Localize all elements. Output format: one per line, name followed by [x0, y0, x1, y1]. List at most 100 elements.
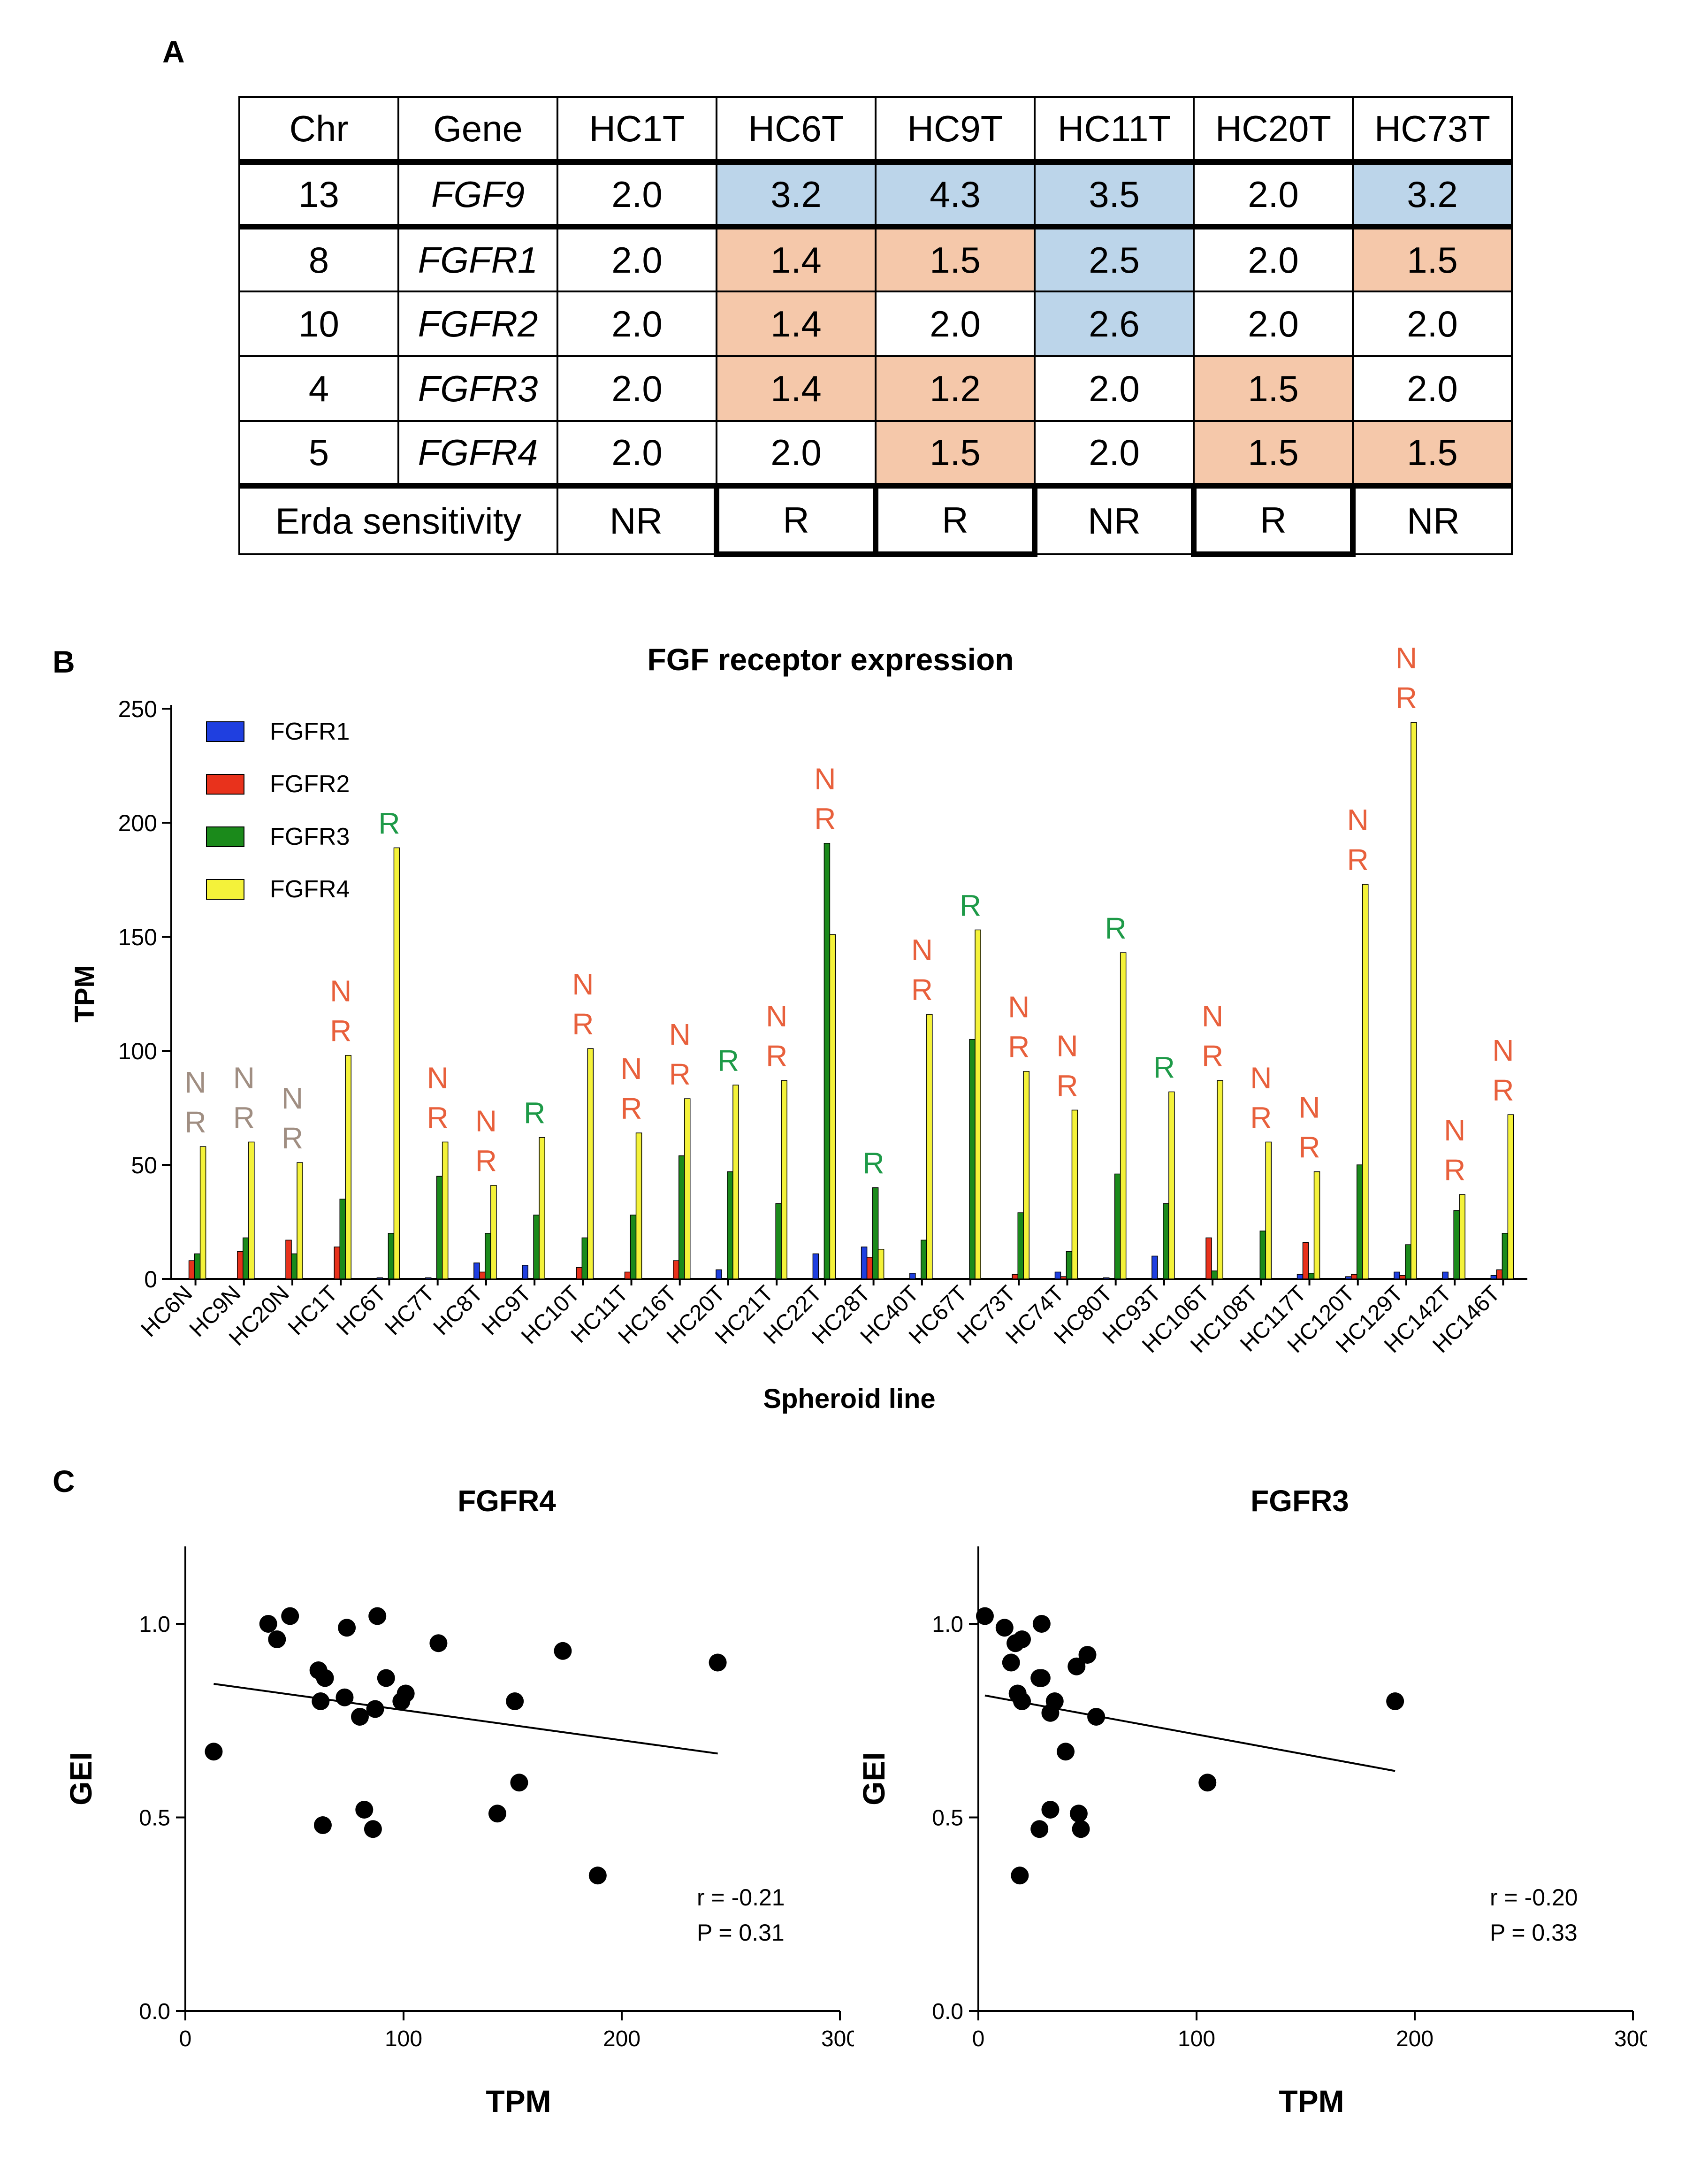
bar-fgfr2	[479, 1271, 486, 1279]
bar-fgfr1	[1054, 1271, 1061, 1279]
panel-label-b: B	[53, 644, 75, 679]
bar-fgfr3	[1066, 1251, 1073, 1279]
value-cell: 2.0	[716, 420, 877, 489]
bar-fgfr4	[829, 934, 836, 1279]
bar-fgfr3	[824, 842, 831, 1279]
y-tick-label: 0.0	[932, 1999, 963, 2024]
chr-cell: 10	[238, 291, 399, 357]
response-label-n: N	[766, 999, 787, 1033]
erda-cell: NR	[557, 485, 717, 555]
data-point	[1069, 1805, 1088, 1823]
response-label-r: R	[1444, 1153, 1465, 1187]
bar-fgfr4	[684, 1098, 691, 1279]
data-point	[510, 1774, 528, 1792]
bar-fgfr4	[1362, 884, 1369, 1279]
y-tick-label: 0.5	[139, 1806, 170, 1831]
response-label-n: N	[184, 1065, 206, 1099]
data-point	[1041, 1801, 1060, 1819]
data-point	[1013, 1630, 1031, 1648]
bar-fgfr3	[194, 1253, 201, 1279]
value-cell: 2.5	[1034, 226, 1195, 292]
legend-swatch-fgfr3	[206, 826, 244, 847]
chr-cell: 8	[238, 226, 399, 292]
chr-cell: 13	[238, 161, 399, 229]
y-tick-label: 0	[144, 1266, 157, 1292]
bar-fgfr4	[1071, 1109, 1078, 1279]
correlation-r: r = -0.21	[697, 1884, 785, 1911]
erda-cell: R	[873, 485, 1037, 557]
erda-cell: NR	[1352, 485, 1513, 555]
bar-fgfr3	[243, 1237, 249, 1279]
gene-cell: FGFR1	[397, 226, 558, 292]
bar-fgfr3	[1308, 1273, 1315, 1279]
data-point	[336, 1688, 354, 1706]
x-tick-label: HC8T	[429, 1281, 488, 1340]
x-tick-label: 0	[179, 2027, 192, 2051]
response-label-r: R	[1056, 1069, 1078, 1102]
response-label-n: N	[1056, 1029, 1078, 1063]
bar-fgfr3	[969, 1039, 976, 1279]
value-cell: 2.0	[1034, 355, 1195, 422]
table-row: 4 FGFR3 2.0 1.4 1.2 2.0 1.5 2.0	[238, 355, 1513, 422]
x-tick-label: 200	[1396, 2027, 1434, 2051]
response-label-r: R	[184, 1105, 206, 1139]
erda-cell: NR	[1034, 485, 1195, 555]
response-label-n: N	[1444, 1113, 1465, 1147]
value-cell: 1.4	[716, 226, 877, 292]
value-cell: 3.5	[1034, 161, 1195, 229]
x-tick-label: HC1T	[283, 1281, 343, 1340]
data-point	[995, 1619, 1014, 1637]
legend-label-fgfr1: FGFR1	[270, 718, 350, 745]
copy-number-table: Chr Gene HC1T HC6T HC9T HC11T HC20T HC73…	[238, 96, 1513, 557]
bar-fgfr1	[473, 1262, 480, 1279]
bar-fgfr3	[533, 1215, 540, 1279]
value-cell: 2.0	[557, 161, 717, 229]
response-label-r: R	[1298, 1131, 1320, 1164]
bar-fgfr2	[334, 1247, 340, 1279]
response-label-n: N	[669, 1017, 691, 1051]
bar-fgfr2	[1205, 1237, 1212, 1279]
bar-fgfr2	[1496, 1269, 1503, 1279]
bar-fgfr3	[872, 1187, 879, 1279]
regression-line	[214, 1683, 718, 1755]
erda-label: Erda sensitivity	[238, 485, 558, 555]
bar-fgfr1	[909, 1273, 916, 1279]
bar-fgfr3	[436, 1176, 443, 1279]
response-label-n: N	[1202, 999, 1223, 1033]
response-label-r: R	[475, 1144, 497, 1178]
value-cell: 3.2	[716, 161, 877, 229]
response-label: R	[862, 1147, 884, 1180]
x-tick-label: HC7T	[380, 1281, 439, 1340]
table-row: 8 FGFR1 2.0 1.4 1.5 2.5 2.0 1.5	[238, 226, 1513, 292]
bar-fgfr2	[1399, 1275, 1406, 1279]
bar-fgfr4	[1023, 1071, 1029, 1279]
bar-fgfr4	[1265, 1141, 1272, 1279]
table-header-row: Chr Gene HC1T HC6T HC9T HC11T HC20T HC73…	[238, 96, 1513, 165]
x-tick-label: 100	[385, 2027, 422, 2051]
response-label-r: R	[1008, 1030, 1029, 1064]
data-point	[429, 1634, 448, 1652]
response-label-r: R	[669, 1057, 691, 1091]
bar-fgfr3	[1259, 1231, 1266, 1279]
bar-fgfr3	[921, 1239, 927, 1279]
x-tick-label: 300	[1614, 2027, 1647, 2051]
bar-fgfr1	[1394, 1271, 1400, 1279]
response-label-n: N	[620, 1052, 642, 1086]
response-label-n: N	[1395, 641, 1417, 675]
bar-fgfr3	[630, 1215, 637, 1279]
response-label-r: R	[233, 1101, 255, 1134]
bar-fgfr2	[1351, 1274, 1357, 1279]
value-cell: 3.2	[1352, 161, 1513, 229]
bar-fgfr1	[1490, 1275, 1497, 1279]
bar-fgfr2	[673, 1260, 679, 1279]
data-point	[313, 1816, 332, 1834]
bar-fgfr3	[1211, 1270, 1218, 1279]
x-tick-label: 100	[1178, 2027, 1215, 2051]
legend-swatch-fgfr2	[206, 774, 244, 795]
response-label-n: N	[282, 1081, 303, 1115]
y-tick-label: 150	[118, 924, 157, 950]
scatter-title: FGFR4	[458, 1484, 556, 1518]
bar-fgfr4	[297, 1162, 303, 1279]
bar-fgfr2	[1012, 1274, 1018, 1279]
bar-fgfr4	[490, 1185, 497, 1279]
